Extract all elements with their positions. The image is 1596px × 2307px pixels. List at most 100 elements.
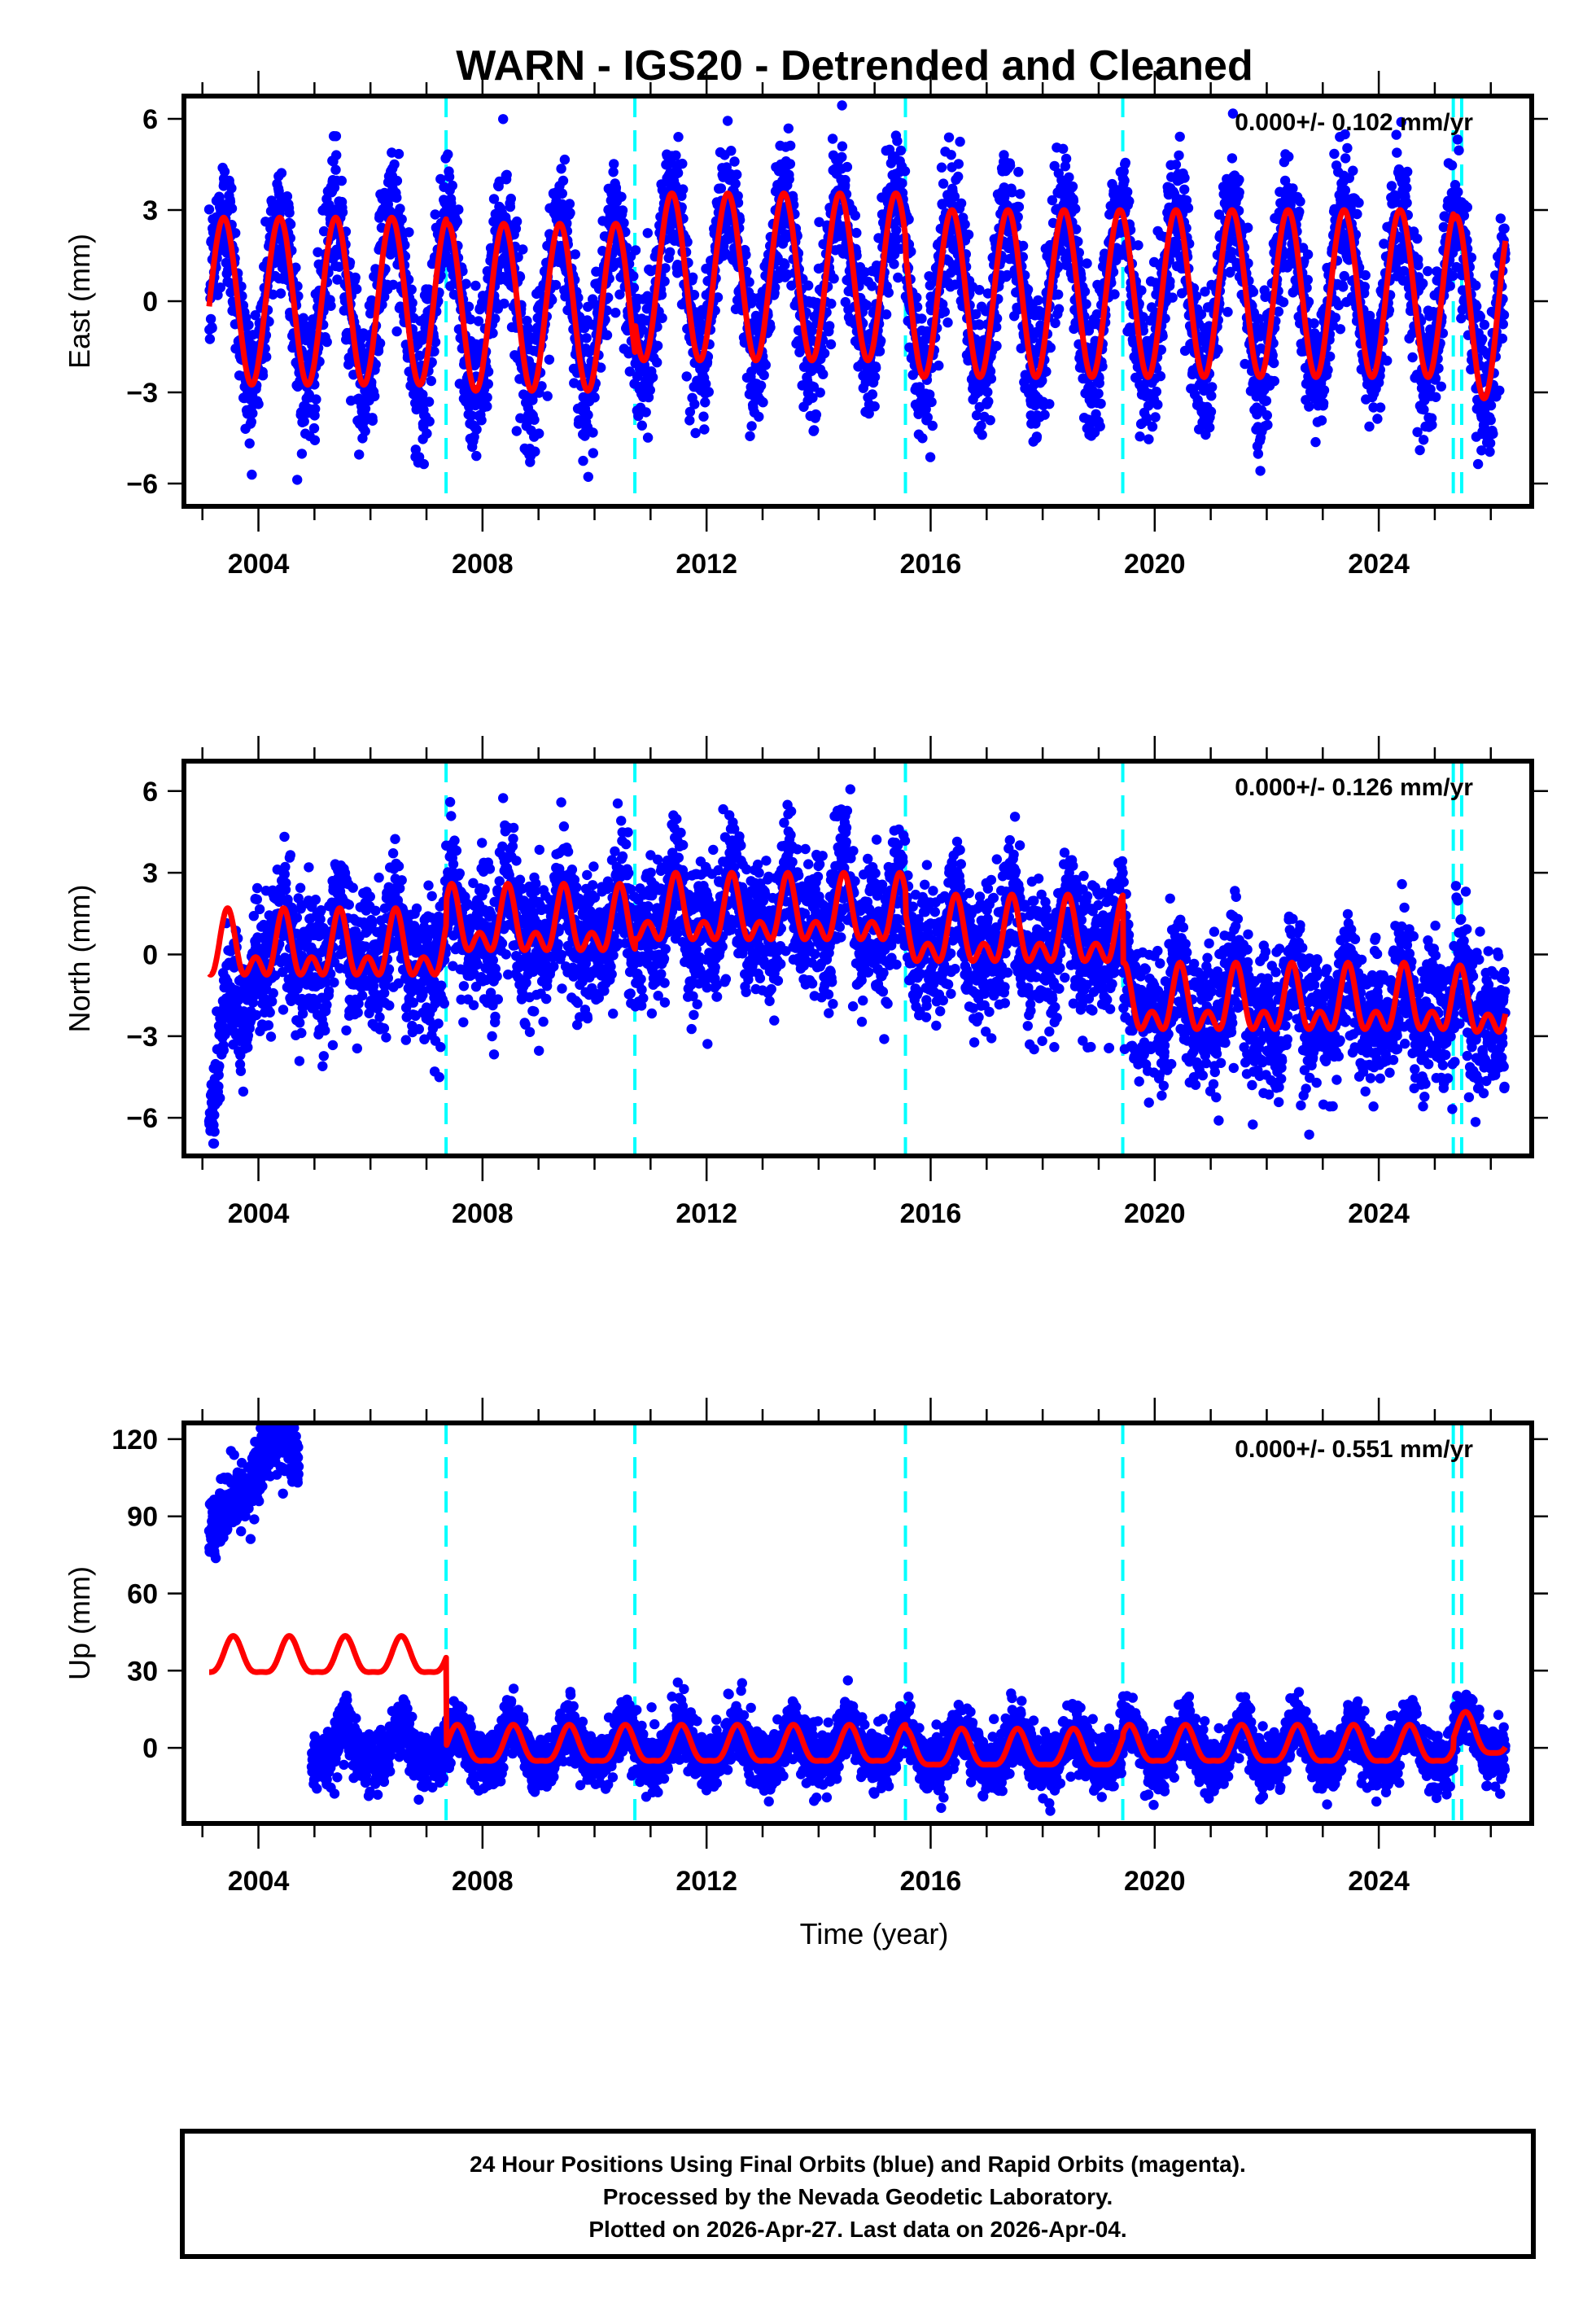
data-point — [1386, 181, 1397, 191]
data-point — [1205, 406, 1217, 417]
data-point — [583, 409, 593, 420]
data-point — [976, 420, 986, 431]
data-point — [463, 301, 474, 312]
data-point — [589, 392, 600, 403]
data-point — [730, 178, 741, 189]
data-point — [332, 274, 343, 285]
data-point — [244, 438, 255, 449]
data-point — [689, 399, 700, 409]
data-point — [247, 408, 258, 418]
data-point — [204, 334, 216, 344]
data-point — [1070, 204, 1081, 214]
data-point — [755, 380, 767, 391]
data-point — [207, 322, 217, 334]
data-point — [986, 374, 997, 384]
data-point — [715, 183, 727, 194]
data-point — [430, 209, 440, 220]
data-point — [326, 300, 336, 311]
data-point — [1413, 260, 1423, 271]
data-point — [1407, 352, 1418, 363]
data-point — [889, 259, 899, 269]
data-point — [1402, 166, 1413, 177]
data-point — [1427, 419, 1437, 431]
data-point — [557, 188, 567, 199]
data-point — [758, 397, 768, 408]
data-point — [1179, 184, 1190, 195]
data-point — [1302, 249, 1314, 260]
data-point — [1135, 431, 1145, 442]
data-point — [536, 381, 547, 392]
data-point — [331, 150, 342, 160]
data-point — [1050, 317, 1060, 329]
data-point — [1120, 157, 1131, 169]
data-point — [824, 321, 835, 331]
data-point — [482, 401, 492, 412]
data-point — [558, 175, 569, 186]
data-point — [1375, 402, 1386, 413]
data-point — [452, 217, 462, 227]
data-point — [471, 450, 482, 462]
data-point — [665, 247, 676, 257]
data-point — [785, 140, 796, 151]
data-point — [1207, 382, 1218, 392]
data-point — [1044, 399, 1055, 409]
data-point — [243, 320, 254, 331]
data-point — [284, 208, 295, 218]
data-point — [578, 455, 588, 466]
data-point — [261, 352, 272, 362]
data-point — [869, 371, 881, 383]
data-point — [1418, 435, 1429, 445]
data-point — [429, 346, 439, 357]
data-point — [523, 322, 533, 333]
data-point — [1401, 182, 1412, 193]
data-point — [226, 203, 238, 214]
data-point — [1302, 274, 1314, 285]
data-point — [1136, 285, 1147, 295]
data-point — [246, 417, 256, 427]
data-point — [1318, 385, 1330, 396]
data-point — [391, 326, 402, 337]
data-point — [616, 191, 627, 202]
data-point — [1174, 131, 1185, 142]
data-point — [1348, 165, 1358, 176]
data-point — [418, 458, 429, 470]
data-point — [556, 164, 566, 174]
data-point — [318, 225, 330, 237]
data-point — [726, 146, 737, 156]
data-point — [1133, 240, 1143, 251]
data-point — [1082, 258, 1092, 269]
data-point — [1295, 196, 1305, 207]
data-point — [601, 330, 613, 340]
data-point — [700, 397, 711, 408]
data-point — [483, 379, 493, 389]
data-point — [205, 313, 216, 325]
data-point — [282, 191, 293, 202]
data-point — [1323, 365, 1333, 375]
data-point — [321, 336, 332, 348]
data-point — [404, 227, 414, 238]
data-point — [1152, 399, 1163, 410]
data-point — [360, 403, 371, 414]
data-point — [1325, 351, 1336, 362]
data-point — [253, 399, 264, 409]
data-point — [809, 425, 820, 436]
data-point — [1309, 318, 1319, 329]
data-point — [953, 171, 964, 182]
data-point — [296, 449, 308, 459]
data-point — [257, 370, 269, 381]
data-point — [1360, 269, 1371, 281]
data-point — [1283, 151, 1294, 162]
data-point — [1095, 421, 1105, 431]
data-point — [443, 149, 453, 160]
data-point — [943, 132, 955, 142]
data-point — [1338, 282, 1349, 292]
data-point — [819, 348, 830, 359]
data-point — [1151, 386, 1162, 397]
data-point — [946, 150, 956, 160]
data-point — [677, 158, 688, 169]
data-point — [818, 369, 829, 379]
data-point — [815, 387, 825, 398]
data-point — [867, 389, 878, 400]
data-point — [1310, 436, 1321, 448]
data-point — [1340, 153, 1351, 164]
